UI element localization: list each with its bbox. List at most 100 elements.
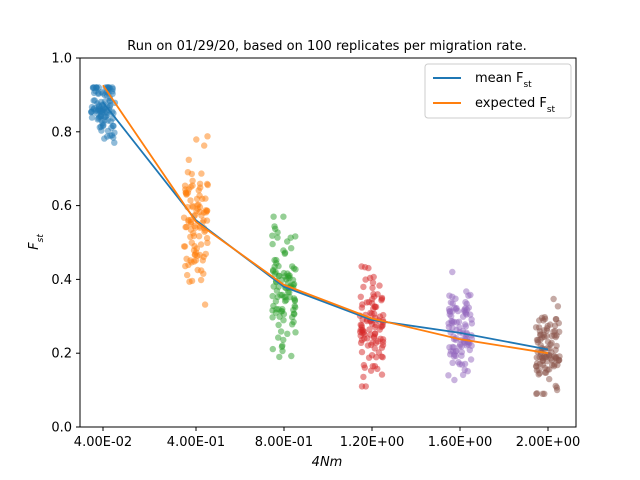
scatter-point [540, 317, 547, 324]
scatter-point [194, 266, 201, 274]
scatter-point [273, 256, 280, 264]
scatter-point [539, 357, 546, 364]
scatter-point [376, 282, 383, 289]
y-axis: 0.0 0.2 0.4 0.6 0.8 1.0 [51, 52, 80, 436]
scatter-point [379, 354, 386, 361]
scatter-point [551, 332, 558, 339]
scatter-point [544, 338, 552, 346]
scatter-point [547, 355, 554, 362]
scatter-point [269, 240, 276, 248]
scatter-point [204, 133, 211, 140]
scatter-point [358, 348, 366, 356]
y-axis-label: Fst [27, 234, 46, 250]
scatter-point [288, 352, 295, 360]
series-line-0 [102, 101, 549, 351]
scatter-point [369, 284, 376, 292]
scatter-point [359, 329, 366, 337]
scatter-point [363, 299, 370, 306]
scatter-point [193, 195, 201, 203]
scatter-point [458, 352, 465, 359]
scatter-point [277, 328, 285, 335]
scatter-point [544, 366, 551, 373]
scatter-point [378, 295, 386, 303]
legend-label-expected: expected Fst [475, 96, 556, 115]
x-tick-label: 8.00E-01 [255, 435, 313, 450]
scatter-point [369, 279, 377, 286]
plot-frame [79, 57, 577, 428]
scatter-point [373, 354, 380, 361]
scatter-point [197, 276, 205, 284]
scatter-point [187, 216, 194, 224]
scatter-point [292, 329, 299, 336]
scatter-point [357, 293, 364, 300]
scatter-point [366, 326, 373, 333]
scatter-point [284, 330, 291, 337]
scatter-point [92, 87, 99, 95]
scatter-point [190, 230, 197, 237]
scatter-point [378, 371, 386, 378]
scatter-point [459, 313, 467, 320]
scatter-point [101, 117, 108, 124]
scatter-point [276, 313, 283, 320]
scatter-point [290, 280, 298, 288]
scatter-point [269, 292, 276, 300]
scatter-point [188, 170, 195, 178]
scatter-point [275, 334, 282, 341]
scatter-point [458, 361, 466, 368]
scatter-point [551, 361, 558, 368]
scatter-point [204, 239, 211, 246]
scatter-point [110, 134, 117, 141]
scatter-point [362, 383, 369, 390]
scatter-point [291, 310, 298, 318]
scatter-point [104, 127, 112, 135]
scatter-point [197, 241, 205, 248]
scatter-point [101, 135, 108, 142]
scatter-point [445, 323, 453, 331]
scatter-point [546, 375, 553, 383]
scatter-point [550, 295, 557, 303]
scatter-point [284, 274, 292, 281]
scatter-point [453, 319, 460, 326]
y-tick-label: 1.0 [51, 52, 72, 67]
scatter-point [553, 342, 560, 350]
scatter-point [193, 136, 200, 143]
scatter-point [290, 295, 298, 302]
scatter-point [184, 271, 191, 279]
chart-title: Run on 01/29/20, based on 100 replicates… [127, 39, 526, 54]
scatter-point [185, 156, 192, 163]
scatter-point [371, 345, 378, 352]
scatter-point [201, 301, 209, 308]
scatter-point [364, 342, 372, 349]
scatter-point [541, 390, 548, 397]
scatter-point [194, 205, 201, 212]
scatter-point [271, 223, 278, 230]
scatter-point [535, 366, 542, 374]
scatter-point [180, 214, 188, 221]
scatter-point [204, 180, 211, 188]
scatter-point [543, 332, 550, 340]
scatter-point [287, 234, 294, 241]
scatter-point [187, 257, 194, 264]
scatter-point [360, 373, 367, 381]
scatter-point [269, 345, 276, 353]
scatter-point [360, 361, 368, 369]
y-tick-label: 0.6 [51, 199, 72, 214]
scatter-point [379, 336, 387, 343]
scatter-point [462, 323, 470, 330]
scatter-point [106, 85, 113, 92]
scatter-point [288, 245, 295, 252]
scatter-point [467, 356, 475, 363]
scatter-point [462, 299, 469, 306]
series-lines [102, 84, 549, 355]
scatter-point [445, 372, 452, 379]
scatter-point [374, 291, 381, 298]
scatter-point [273, 306, 280, 313]
scatter-point [180, 243, 188, 250]
x-tick-label: 4.00E-02 [74, 435, 132, 450]
scatter-point [272, 298, 280, 305]
series-line-1 [102, 84, 549, 355]
scatter-point [552, 382, 559, 390]
x-axis: 4.00E-02 4.00E-01 8.00E-01 1.20E+00 1.60E+00… [74, 427, 580, 450]
scatter-point [459, 371, 467, 379]
